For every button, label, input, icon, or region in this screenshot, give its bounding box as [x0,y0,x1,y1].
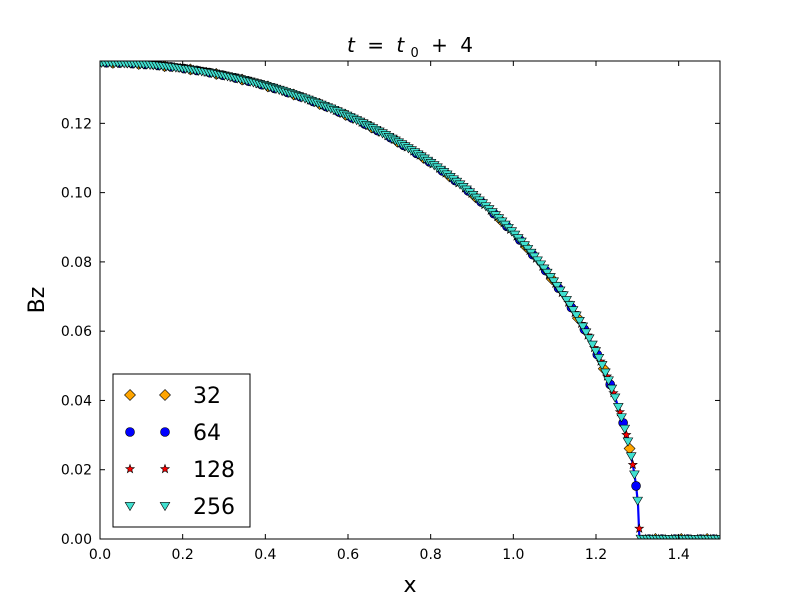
x-tick-label: 1.0 [502,547,524,563]
title-four: 4 [460,33,473,57]
title-t: t [347,33,356,57]
data-point [629,470,640,480]
data-point [627,459,638,470]
title-plus: + [431,33,448,57]
data-point [548,277,560,287]
y-tick-label: 0.04 [61,393,92,409]
data-point [570,311,582,321]
y-tick-label: 0.10 [61,186,92,202]
y-tick-label: 0.06 [61,324,92,340]
axis-ticks: 0.0 0.2 0.4 0.6 0.8 1.0 1.2 1.4 0.00 0.02 0.04 0.06… [61,61,720,563]
legend-label: 32 [193,384,221,409]
data-point [716,535,720,539]
legend-marker [160,427,170,437]
data-point [561,296,572,306]
plot-frame [99,60,721,540]
x-tick-label: 0.0 [89,547,111,563]
data-point [603,376,614,386]
title-eq: = [367,33,384,57]
legend-marker [125,427,135,437]
data-point [600,368,611,378]
legend-marker [159,463,171,474]
x-tick-label: 1.2 [585,547,607,563]
x-axis-label: x [403,573,416,598]
title-sub0: 0 [411,46,419,61]
data-point [580,328,592,338]
data-point [577,322,589,332]
data-point [567,306,579,316]
data-point [634,523,645,533]
legend-label: 128 [193,458,235,483]
data-point [564,301,576,311]
y-tick-label: 0.00 [61,532,92,548]
x-tick-label: 0.4 [254,547,276,563]
data-point [551,281,563,292]
chart-title: t = t 0 + 4 [347,33,473,62]
legend-marker [159,502,171,512]
series-256 [100,61,720,539]
legend-marker [124,389,136,401]
legend-item: 256 [124,495,235,520]
data-point [606,384,618,394]
y-tick-label: 0.08 [61,255,92,271]
x-tick-label: 0.8 [420,547,442,563]
legend-item: 32 [124,384,221,409]
data-point [583,334,595,344]
data-point [632,496,643,506]
title-t0: t [396,33,405,57]
x-tick-label: 0.2 [172,547,194,563]
data-point [727,534,738,545]
data-point [596,361,608,371]
data-point [609,393,621,403]
data-point [590,347,602,357]
data-point [574,317,585,327]
y-axis-label: Bz [25,287,50,314]
legend-item: 128 [124,458,235,483]
data-point [612,403,624,413]
data-point [625,452,637,462]
y-tick-label: 0.12 [61,116,92,132]
legend-marker [124,502,136,512]
data-point [554,286,566,296]
data-point [616,413,627,423]
data-point [587,340,598,350]
legend-marker [124,463,136,474]
data-point [621,429,632,440]
data-point [631,481,641,491]
x-tick-label: 1.4 [668,547,690,563]
data-point [545,273,556,283]
y-tick-label: 0.02 [61,463,92,479]
legend-label: 64 [193,421,221,446]
data-point [622,437,634,447]
legend-label: 256 [193,495,235,520]
legend-marker [159,389,171,401]
x-tick-label: 0.6 [337,547,359,563]
data-point [558,291,569,301]
plot-area [100,61,738,545]
legend-item: 64 [125,421,221,446]
legend-box [112,373,251,528]
data-point [619,424,631,434]
data-point [593,354,605,364]
data-point [722,535,731,544]
legend: 32 64 128 256 [112,373,251,528]
